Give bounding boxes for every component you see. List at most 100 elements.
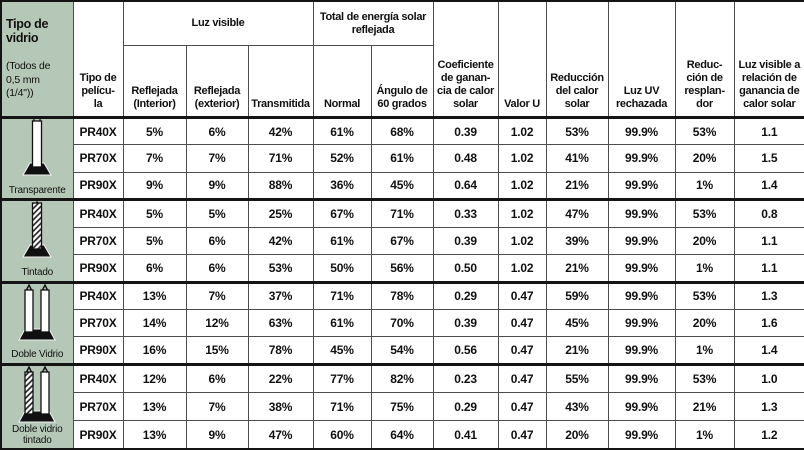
film-type-cell: PR40X xyxy=(72,116,124,146)
value-cell: 71% xyxy=(247,144,314,173)
value-cell: 6% xyxy=(185,254,249,283)
value-cell: 1.0 xyxy=(733,362,804,394)
value-cell: 99.9% xyxy=(607,254,676,283)
film-type-cell: PR70X xyxy=(72,144,124,173)
value-cell: 1.4 xyxy=(733,336,804,365)
value-cell: 59% xyxy=(545,280,609,310)
value-cell: 99.9% xyxy=(607,171,676,201)
table-row: Doble Vidrio PR40X 13% 7% 37% 71% 78% 0.29 0.47 5… xyxy=(0,280,804,365)
value-cell: 99.9% xyxy=(607,226,676,256)
header-glass-type-title: Tipo de vidrio xyxy=(6,16,49,45)
value-cell: 20% xyxy=(674,144,735,173)
value-cell: 39% xyxy=(545,226,609,256)
value-cell: 1.02 xyxy=(497,171,547,201)
value-cell: 1.02 xyxy=(497,226,547,256)
value-cell: 16% xyxy=(122,336,187,365)
value-cell: 55% xyxy=(545,362,609,394)
header-row-subcolumns: Reflejada (Interior) Reflejada (exterior… xyxy=(1,45,804,119)
value-cell: 45% xyxy=(312,336,372,365)
value-cell: 13% xyxy=(122,280,187,310)
value-cell: 1% xyxy=(674,336,735,365)
film-type-cell: PR40X xyxy=(72,198,124,228)
table-header: Tipo de vidrio (Todos de 0,5 mm (1/4")) … xyxy=(0,0,804,119)
value-cell: 67% xyxy=(312,198,372,228)
double-tinted-pane-icon xyxy=(18,367,57,423)
value-cell: 78% xyxy=(370,280,434,310)
glass-type-cell: Doble Vidrio xyxy=(0,280,74,365)
header-reflejada-exterior: Reflejada (exterior) xyxy=(185,45,249,119)
value-cell: 1.02 xyxy=(497,254,547,283)
value-cell: 53% xyxy=(247,254,314,283)
value-cell: 42% xyxy=(247,116,314,146)
glass-type-cell: Tintado xyxy=(0,198,74,283)
value-cell: 0.48 xyxy=(432,144,499,173)
header-film-type: Tipo de pelícu- la xyxy=(72,0,124,119)
film-type-cell: PR70X xyxy=(72,226,124,256)
table-body: Transparente PR40X 5% 6% 42% 61% 68% 0.39 1.02 53… xyxy=(0,116,804,450)
value-cell: 20% xyxy=(674,226,735,256)
header-transmitida: Transmitida xyxy=(247,45,314,119)
value-cell: 5% xyxy=(122,116,187,146)
value-cell: 1.1 xyxy=(733,254,804,283)
value-cell: 0.64 xyxy=(432,171,499,201)
film-type-cell: PR90X xyxy=(72,171,124,201)
value-cell: 99.9% xyxy=(607,420,676,450)
value-cell: 0.29 xyxy=(432,280,499,310)
value-cell: 13% xyxy=(122,420,187,450)
value-cell: 1.02 xyxy=(497,144,547,173)
value-cell: 37% xyxy=(247,280,314,310)
glass-type-label: Doble vidrio tintado xyxy=(12,424,63,446)
value-cell: 1.3 xyxy=(733,392,804,422)
header-valor-u: Valor U xyxy=(497,0,547,119)
glass-type-cell: Transparente xyxy=(0,116,74,201)
value-cell: 82% xyxy=(370,362,434,394)
value-cell: 67% xyxy=(370,226,434,256)
value-cell: 71% xyxy=(312,392,372,422)
value-cell: 7% xyxy=(122,144,187,173)
value-cell: 0.39 xyxy=(432,308,499,338)
table-row: PR90X 13% 9% 47% 60% 64% 0.41 0.47 20% 99.9% 1% 1.2 xyxy=(1,420,804,450)
value-cell: 21% xyxy=(545,254,609,283)
header-coeficiente: Coeficiente de ganan- cia de calor solar xyxy=(432,0,499,119)
value-cell: 88% xyxy=(247,171,314,201)
value-cell: 7% xyxy=(185,392,249,422)
value-cell: 0.39 xyxy=(432,226,499,256)
glass-type-inner: Tintado xyxy=(2,202,72,281)
value-cell: 6% xyxy=(185,362,249,394)
single-clear-pane-icon xyxy=(22,118,53,176)
value-cell: 99.9% xyxy=(607,280,676,310)
value-cell: 99.9% xyxy=(607,392,676,422)
value-cell: 1.02 xyxy=(497,116,547,146)
value-cell: 53% xyxy=(674,280,735,310)
value-cell: 1% xyxy=(674,254,735,283)
value-cell: 53% xyxy=(674,362,735,394)
value-cell: 70% xyxy=(370,308,434,338)
value-cell: 99.9% xyxy=(607,198,676,228)
table-row: PR90X 9% 9% 88% 36% 45% 0.64 1.02 21% 99.9% 1% 1.4 xyxy=(1,171,804,201)
value-cell: 0.50 xyxy=(432,254,499,283)
value-cell: 99.9% xyxy=(607,116,676,146)
value-cell: 64% xyxy=(370,420,434,450)
value-cell: 6% xyxy=(122,254,187,283)
value-cell: 5% xyxy=(185,198,249,228)
glass-type-label: Transparente xyxy=(8,184,66,196)
value-cell: 61% xyxy=(370,144,434,173)
header-normal: Normal xyxy=(312,45,372,119)
value-cell: 0.47 xyxy=(497,392,547,422)
value-cell: 0.23 xyxy=(432,362,499,394)
single-tinted-pane-icon xyxy=(22,202,53,258)
value-cell: 7% xyxy=(185,280,249,310)
film-type-cell: PR90X xyxy=(72,420,124,450)
value-cell: 71% xyxy=(370,198,434,228)
value-cell: 1.2 xyxy=(733,420,804,450)
table-row: Tintado PR40X 5% 5% 25% 67% 71% 0.33 1.02 47% 99.9… xyxy=(0,198,804,283)
film-type-cell: PR90X xyxy=(72,254,124,283)
value-cell: 71% xyxy=(312,280,372,310)
header-group-luz-visible: Luz visible xyxy=(122,0,314,47)
value-cell: 1.1 xyxy=(733,226,804,256)
value-cell: 21% xyxy=(545,336,609,365)
value-cell: 53% xyxy=(674,116,735,146)
value-cell: 21% xyxy=(545,171,609,201)
glass-type-inner: Transparente xyxy=(2,118,72,198)
value-cell: 20% xyxy=(545,420,609,450)
